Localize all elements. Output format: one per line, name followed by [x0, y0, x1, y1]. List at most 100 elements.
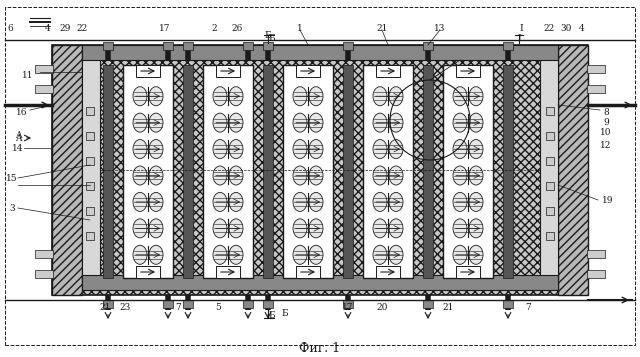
Bar: [183, 65, 193, 278]
Text: 7: 7: [175, 303, 181, 312]
Bar: [363, 65, 413, 278]
Bar: [558, 45, 588, 295]
Bar: [52, 45, 588, 295]
Bar: [456, 65, 480, 77]
Bar: [163, 300, 173, 308]
Text: 10: 10: [600, 127, 612, 136]
Bar: [546, 132, 554, 140]
Text: Фиг. 1: Фиг. 1: [300, 342, 340, 355]
Ellipse shape: [229, 113, 243, 132]
Bar: [376, 65, 400, 77]
Text: I: I: [517, 34, 521, 42]
Bar: [546, 207, 554, 215]
Ellipse shape: [309, 166, 323, 185]
Ellipse shape: [133, 192, 147, 211]
Text: 1: 1: [297, 24, 303, 32]
Text: 21: 21: [99, 303, 111, 312]
Text: 12: 12: [600, 141, 612, 150]
Ellipse shape: [469, 219, 483, 238]
Ellipse shape: [373, 113, 387, 132]
Bar: [296, 266, 320, 278]
Text: Б: Б: [269, 311, 275, 320]
Ellipse shape: [389, 87, 403, 106]
Ellipse shape: [309, 219, 323, 238]
Bar: [376, 266, 400, 278]
Ellipse shape: [213, 140, 227, 159]
Bar: [546, 182, 554, 190]
Bar: [587, 65, 605, 73]
Bar: [163, 42, 173, 50]
Text: 4: 4: [579, 24, 585, 32]
Text: 23: 23: [120, 303, 131, 312]
Bar: [123, 65, 173, 278]
Text: A: A: [15, 134, 21, 142]
Text: Б: Б: [269, 34, 275, 42]
Ellipse shape: [213, 166, 227, 185]
Ellipse shape: [373, 166, 387, 185]
Text: A: A: [15, 131, 21, 140]
Ellipse shape: [453, 245, 467, 264]
Text: 5: 5: [215, 303, 221, 312]
Bar: [103, 42, 113, 50]
Ellipse shape: [389, 140, 403, 159]
Bar: [52, 45, 82, 295]
Text: 20: 20: [376, 303, 388, 312]
Text: 30: 30: [560, 24, 572, 32]
Ellipse shape: [309, 140, 323, 159]
Bar: [503, 42, 513, 50]
Ellipse shape: [213, 113, 227, 132]
Text: 14: 14: [12, 144, 24, 152]
Ellipse shape: [229, 192, 243, 211]
Bar: [296, 65, 320, 77]
Ellipse shape: [149, 219, 163, 238]
Bar: [216, 65, 240, 77]
Text: 6: 6: [7, 24, 13, 32]
Bar: [35, 250, 53, 258]
Ellipse shape: [149, 166, 163, 185]
Text: 8: 8: [603, 107, 609, 116]
Text: 15: 15: [6, 174, 18, 182]
Ellipse shape: [229, 87, 243, 106]
Ellipse shape: [229, 219, 243, 238]
Text: 22: 22: [76, 24, 88, 32]
Ellipse shape: [309, 192, 323, 211]
Bar: [82, 275, 558, 290]
Bar: [86, 207, 94, 215]
Text: Б: Б: [265, 30, 271, 40]
Ellipse shape: [133, 113, 147, 132]
Bar: [35, 65, 53, 73]
Text: 7: 7: [525, 303, 531, 312]
Text: 11: 11: [22, 70, 34, 80]
Text: 3: 3: [9, 203, 15, 212]
Bar: [587, 270, 605, 278]
Text: I: I: [519, 24, 523, 32]
Ellipse shape: [293, 192, 307, 211]
Bar: [587, 85, 605, 93]
Ellipse shape: [229, 245, 243, 264]
Ellipse shape: [389, 245, 403, 264]
Bar: [216, 266, 240, 278]
Ellipse shape: [469, 192, 483, 211]
Ellipse shape: [453, 192, 467, 211]
Text: 21: 21: [376, 24, 388, 32]
Text: 22: 22: [543, 24, 555, 32]
Ellipse shape: [149, 192, 163, 211]
Ellipse shape: [149, 87, 163, 106]
Ellipse shape: [453, 166, 467, 185]
Ellipse shape: [469, 113, 483, 132]
Bar: [86, 182, 94, 190]
Ellipse shape: [213, 245, 227, 264]
Bar: [103, 65, 113, 278]
Bar: [423, 65, 433, 278]
Bar: [587, 250, 605, 258]
Ellipse shape: [213, 87, 227, 106]
Ellipse shape: [389, 166, 403, 185]
Bar: [35, 270, 53, 278]
Text: 16: 16: [16, 107, 28, 116]
Bar: [343, 65, 353, 278]
Ellipse shape: [149, 113, 163, 132]
Ellipse shape: [309, 245, 323, 264]
Ellipse shape: [133, 166, 147, 185]
Ellipse shape: [373, 245, 387, 264]
Bar: [86, 107, 94, 115]
